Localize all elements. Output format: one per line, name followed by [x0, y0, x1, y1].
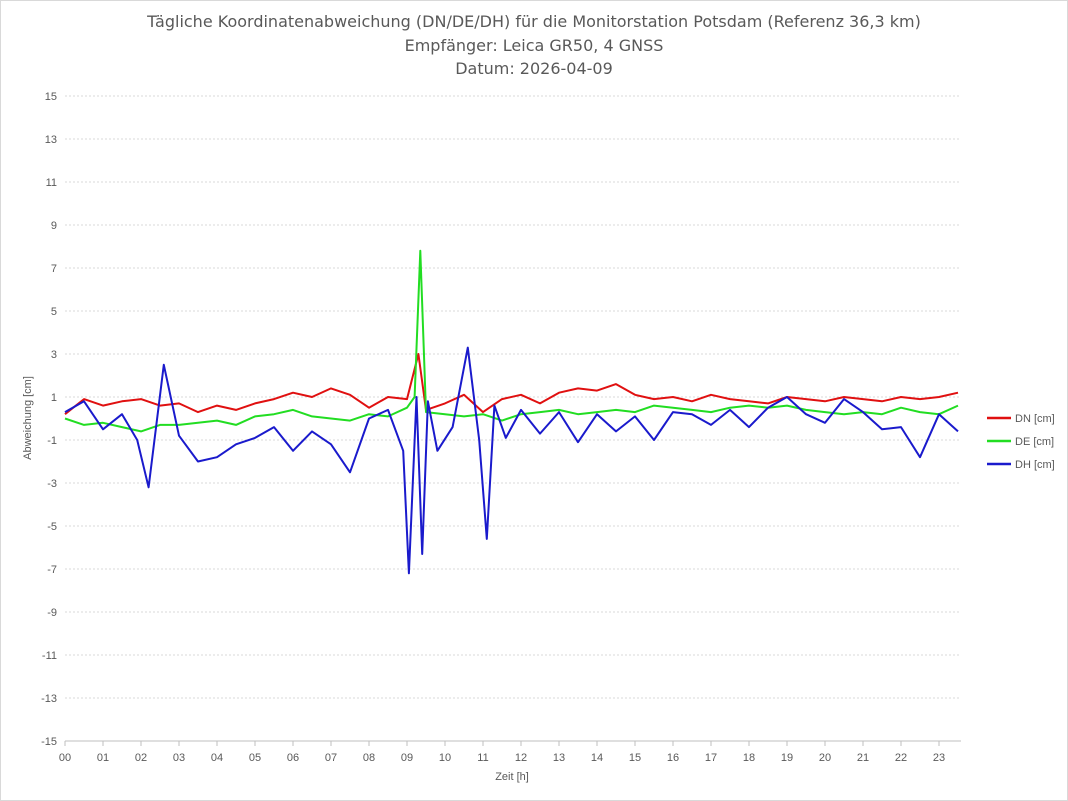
x-tick-label: 02 — [135, 752, 147, 764]
x-tick-label: 14 — [591, 752, 603, 764]
x-tick-label: 03 — [173, 752, 185, 764]
x-tick-label: 10 — [439, 752, 451, 764]
legend-label-dh: DH [cm] — [1015, 459, 1055, 471]
x-tick-label: 22 — [895, 752, 907, 764]
y-tick-label: 3 — [51, 349, 57, 361]
x-tick-label: 04 — [211, 752, 223, 764]
y-axis-ticks: 15 13 11 9 7 5 3 1 -1 -3 -5 -7 -9 -11 -13 -15 — [41, 91, 57, 748]
y-axis-label: Abweichung [cm] — [22, 376, 34, 460]
series-line-dn — [64, 353, 959, 415]
x-tick-label: 17 — [705, 752, 717, 764]
y-tick-label: -11 — [42, 650, 57, 662]
x-tick-label: 01 — [97, 752, 109, 764]
x-tick-label: 08 — [363, 752, 375, 764]
y-tick-label: 13 — [45, 134, 57, 146]
x-tick-label: 07 — [325, 752, 337, 764]
x-tick-label: 16 — [667, 752, 679, 764]
x-tick-label: 20 — [819, 752, 831, 764]
series-line-de — [64, 249, 959, 433]
x-axis-ticks: 00 01 02 03 04 05 06 07 08 09 10 11 12 13 14 15 16 17 18 19… — [59, 740, 961, 764]
y-tick-label: 11 — [46, 177, 57, 189]
y-tick-label: -9 — [47, 607, 57, 619]
x-tick-label: 13 — [553, 752, 565, 764]
x-tick-label: 05 — [249, 752, 261, 764]
y-tick-label: 7 — [51, 263, 57, 275]
chart-subtitle-date: Datum: 2026-04-09 — [455, 59, 613, 78]
y-tick-label: 9 — [51, 220, 57, 232]
x-tick-label: 11 — [477, 752, 488, 764]
x-tick-label: 19 — [781, 752, 793, 764]
y-tick-label: 5 — [51, 306, 57, 318]
chart-subtitle-receiver: Empfänger: Leica GR50, 4 GNSS — [404, 36, 664, 55]
x-tick-label: 21 — [857, 752, 869, 764]
series-line-dh — [64, 346, 959, 575]
y-tick-label: 15 — [45, 91, 57, 103]
gridlines — [65, 95, 961, 742]
y-tick-label: -15 — [41, 736, 57, 748]
y-tick-label: -1 — [47, 435, 57, 447]
y-tick-label: 1 — [51, 392, 57, 404]
y-tick-label: -7 — [47, 564, 57, 576]
x-tick-label: 15 — [629, 752, 641, 764]
x-tick-label: 06 — [287, 752, 299, 764]
x-tick-label: 12 — [515, 752, 527, 764]
legend-label-dn: DN [cm] — [1015, 413, 1055, 425]
x-tick-label: 09 — [401, 752, 413, 764]
x-tick-label: 00 — [59, 752, 71, 764]
series-lines — [64, 249, 959, 575]
y-tick-label: -5 — [47, 521, 57, 533]
legend-label-de: DE [cm] — [1015, 436, 1054, 448]
x-tick-label: 18 — [743, 752, 755, 764]
x-axis-label: Zeit [h] — [495, 771, 529, 783]
y-tick-label: -3 — [47, 478, 57, 490]
y-tick-label: -13 — [41, 693, 57, 705]
legend: DN [cm] DE [cm] DH [cm] — [987, 413, 1055, 471]
chart-title: Tägliche Koordinatenabweichung (DN/DE/DH… — [147, 12, 921, 31]
x-tick-label: 23 — [933, 752, 945, 764]
